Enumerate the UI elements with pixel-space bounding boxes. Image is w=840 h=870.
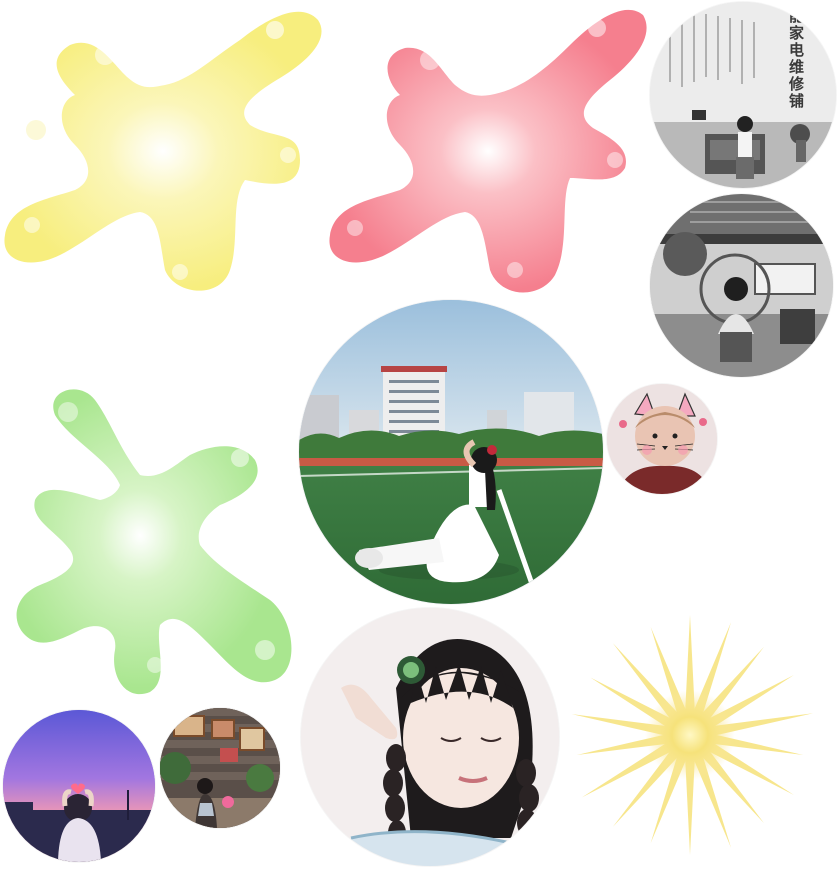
shop-sign-text: 能家电维修铺	[786, 8, 807, 110]
photo-girl-garden-wall	[160, 708, 280, 828]
green-paint-splat	[0, 380, 300, 700]
photo-girl-sports-field	[299, 300, 603, 604]
photo-cat-filter-selfie	[607, 384, 717, 494]
photo-girl-sunset	[3, 710, 155, 862]
yellow-paint-splat	[0, 0, 330, 300]
photo-girl-hoop-gray	[650, 194, 833, 377]
photo-shop-interior: 能家电维修铺	[650, 2, 836, 188]
pink-paint-splat	[325, 0, 655, 300]
photo-girl-braids	[301, 608, 559, 866]
sun-burst-icon	[560, 610, 820, 860]
